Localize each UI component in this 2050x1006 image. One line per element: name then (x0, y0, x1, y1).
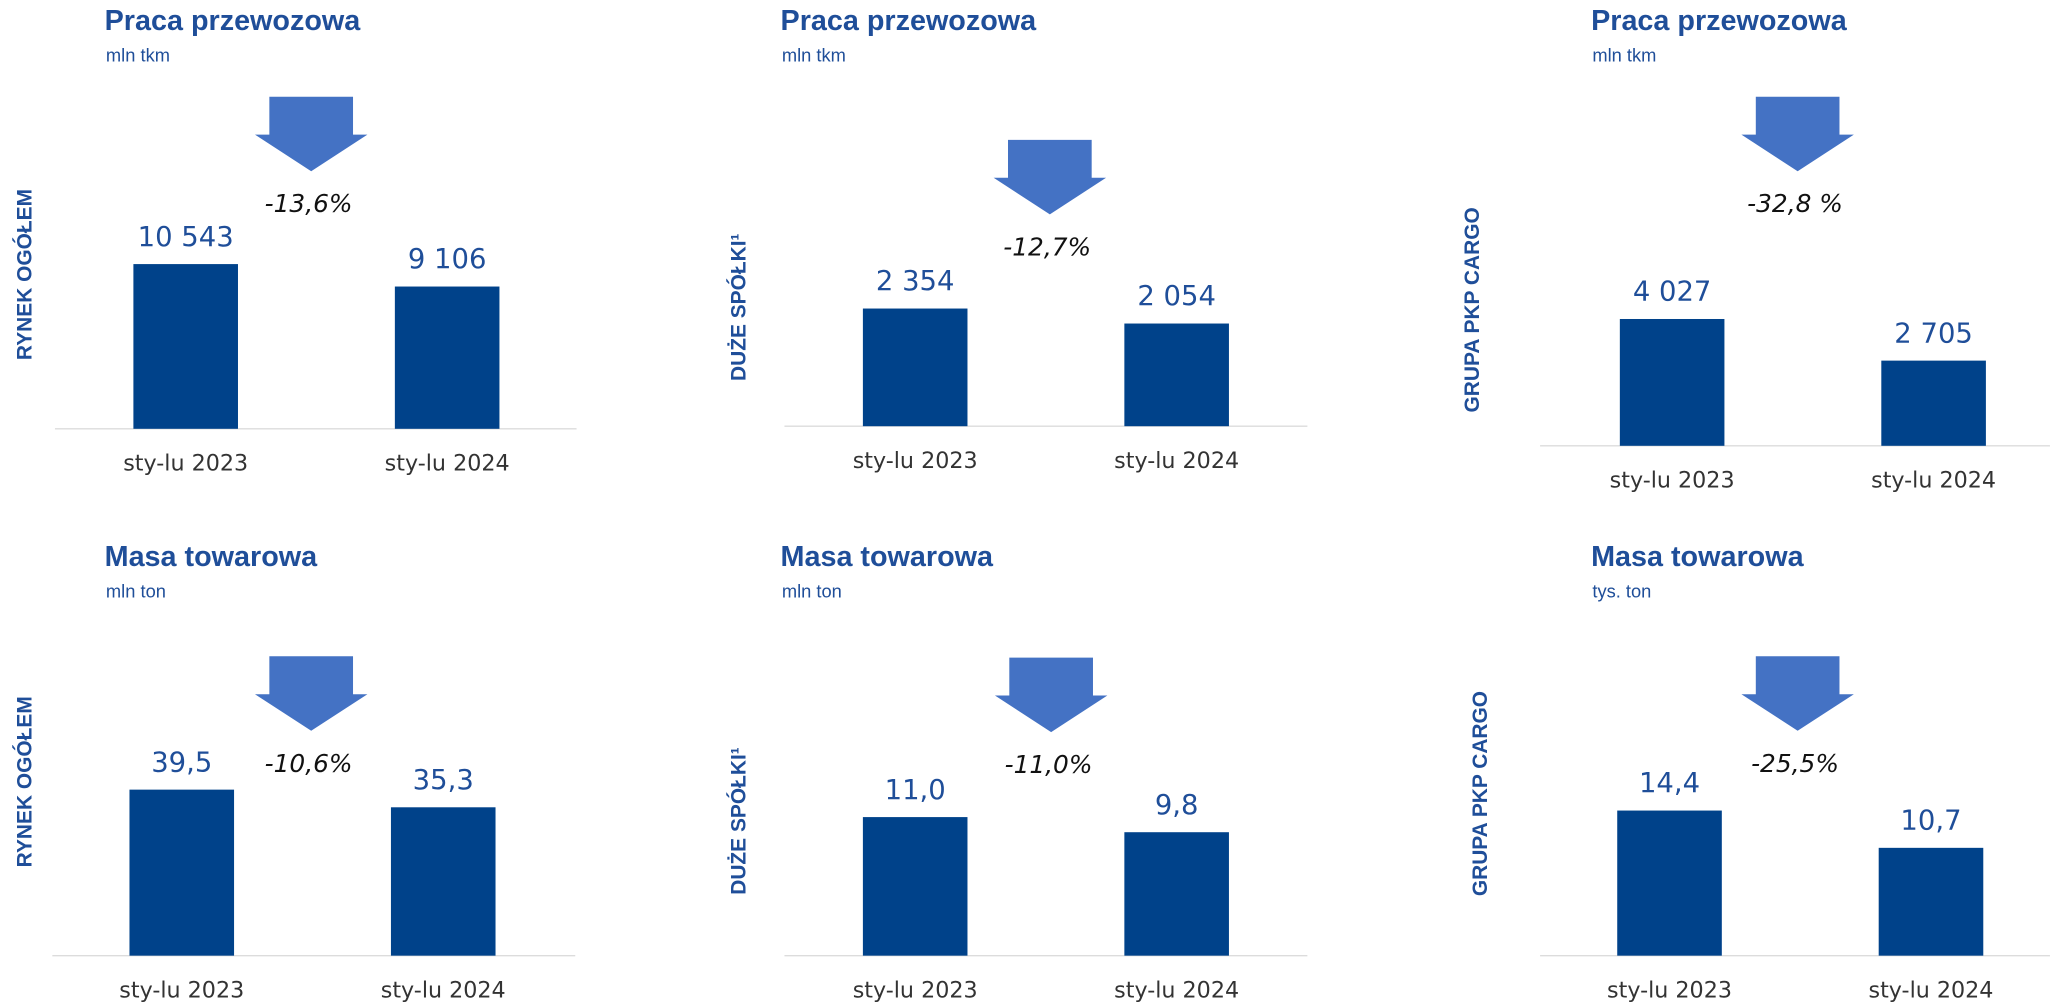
category-label: sty-lu 2023 (1610, 468, 1735, 494)
value-label: 9,8 (1155, 790, 1199, 821)
down-arrow (1741, 656, 1854, 731)
down-arrow (994, 657, 1108, 733)
change-label: -25,5% (1751, 749, 1839, 778)
category-label: sty-lu 2024 (1871, 468, 1996, 494)
chart-subtitle: mln ton (106, 580, 166, 601)
side-label: RYNEK OGÓŁEM (13, 696, 37, 867)
category-label: sty-lu 2024 (385, 451, 510, 477)
value-label: 9 106 (408, 244, 487, 275)
value-label: 10 543 (138, 222, 234, 253)
chart-subtitle: mln tkm (782, 44, 846, 65)
chart-title: Masa towarowa (1591, 541, 1805, 573)
side-label: GRUPA PKP CARGO (1461, 207, 1484, 412)
bar (133, 264, 238, 429)
chart-subtitle: mln tkm (1592, 44, 1656, 65)
value-label: 10,7 (1900, 806, 1961, 837)
bar (1124, 832, 1229, 956)
side-label: DUŻE SPÓŁKI¹ (727, 747, 751, 895)
bar (1619, 318, 1725, 446)
chart-title: Masa towarowa (781, 541, 995, 573)
category-label: sty-lu 2023 (853, 977, 978, 1003)
down-arrow (254, 96, 368, 172)
value-label: 2 705 (1894, 318, 1973, 349)
value-label: 2 354 (876, 266, 955, 297)
value-label: 4 027 (1633, 277, 1712, 308)
value-label: 35,3 (413, 765, 474, 796)
down-arrow (1741, 96, 1854, 172)
side-label: DUŻE SPÓŁKI¹ (727, 233, 751, 381)
value-label: 14,4 (1639, 768, 1700, 799)
chart-subtitle: mln ton (782, 580, 842, 601)
chart-subtitle: mln tkm (106, 44, 170, 65)
value-label: 2 054 (1137, 281, 1216, 312)
side-label: RYNEK OGÓŁEM (13, 189, 37, 360)
bar (862, 308, 968, 427)
value-label: 39,5 (151, 747, 212, 778)
down-arrow (254, 656, 368, 731)
chart-title: Praca przewozowa (105, 5, 362, 37)
change-label: -11,0% (1005, 750, 1093, 779)
chart-subtitle: tys. ton (1592, 580, 1651, 601)
bar (390, 807, 496, 956)
category-label: sty-lu 2024 (1114, 448, 1239, 474)
category-label: sty-lu 2023 (853, 448, 978, 474)
bar (862, 817, 968, 956)
change-label: -10,6% (265, 749, 353, 778)
bar (1881, 360, 1986, 446)
value-label: 11,0 (885, 775, 946, 806)
bar (1878, 847, 1984, 956)
change-label: -12,7% (1003, 232, 1091, 261)
bar (1124, 323, 1229, 427)
category-label: sty-lu 2024 (1869, 977, 1994, 1003)
bar (129, 789, 235, 956)
category-label: sty-lu 2023 (119, 977, 244, 1003)
bar (1617, 810, 1722, 956)
category-label: sty-lu 2023 (123, 451, 248, 477)
bar (394, 286, 500, 429)
category-label: sty-lu 2024 (381, 977, 506, 1003)
chart-title: Praca przewozowa (781, 5, 1038, 37)
down-arrow (993, 139, 1107, 215)
chart-title: Masa towarowa (105, 541, 319, 573)
change-label: -13,6% (265, 189, 353, 218)
side-label: GRUPA PKP CARGO (1469, 691, 1492, 896)
change-label: -32,8 % (1747, 189, 1843, 218)
category-label: sty-lu 2023 (1607, 977, 1732, 1003)
chart-title: Praca przewozowa (1591, 5, 1848, 37)
category-label: sty-lu 2024 (1114, 977, 1239, 1003)
